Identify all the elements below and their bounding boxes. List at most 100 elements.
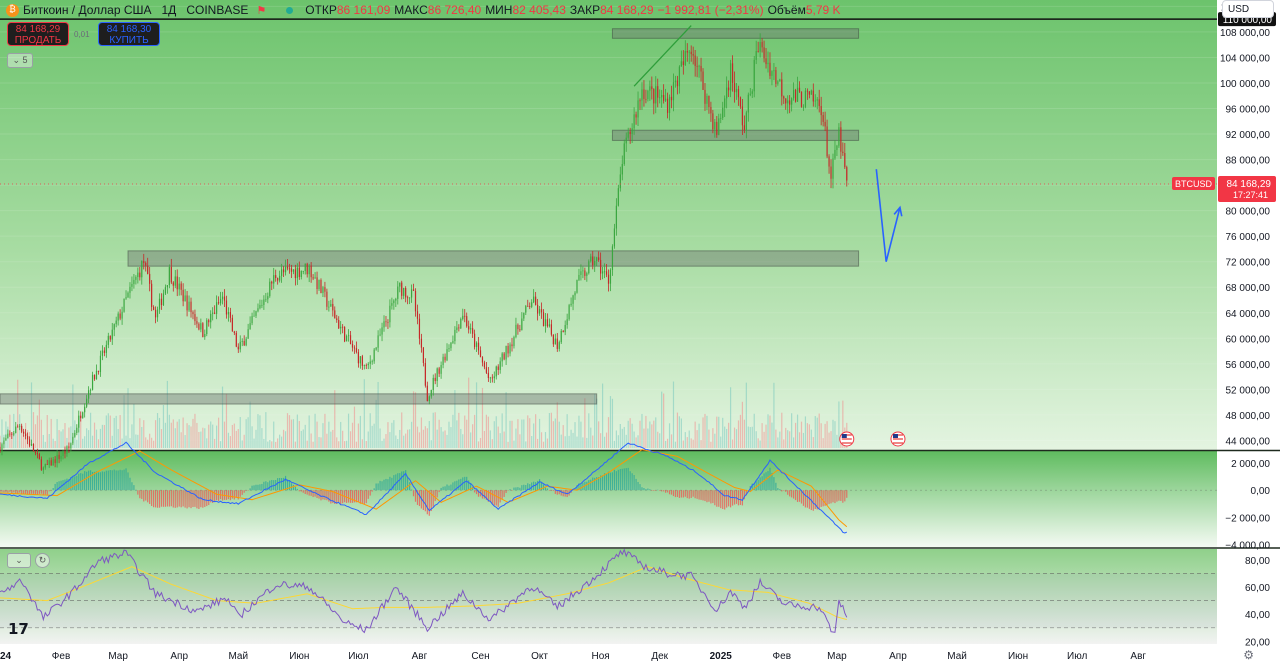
macd-histogram-bar bbox=[531, 482, 533, 491]
time-axis[interactable] bbox=[0, 644, 1280, 664]
volume-bar bbox=[818, 413, 820, 448]
volume-bar bbox=[722, 417, 724, 448]
chevron-down-icon: ⌄ bbox=[12, 55, 20, 65]
candle bbox=[749, 93, 751, 95]
macd-histogram-bar bbox=[290, 483, 293, 491]
volume-bar bbox=[708, 429, 710, 448]
candle bbox=[832, 158, 834, 179]
volume-bar bbox=[442, 431, 444, 448]
macd-histogram-bar bbox=[672, 490, 675, 497]
macd-histogram-bar bbox=[46, 490, 48, 495]
candle bbox=[399, 282, 401, 287]
rsi-pane[interactable] bbox=[0, 549, 1217, 644]
candle bbox=[269, 281, 271, 297]
volume-bar bbox=[755, 431, 757, 448]
price-pane[interactable] bbox=[0, 0, 1217, 450]
tradingview-logo[interactable]: 17 bbox=[8, 620, 29, 638]
volume-bar bbox=[607, 417, 610, 448]
volume-bar bbox=[672, 381, 675, 448]
macd-histogram-bar bbox=[322, 490, 324, 500]
time-tick-label: Июл bbox=[1067, 651, 1087, 662]
volume-bar bbox=[237, 429, 239, 448]
macd-histogram-bar bbox=[787, 490, 789, 495]
settings-gear-icon[interactable]: ⚙ bbox=[1243, 648, 1254, 662]
candle bbox=[208, 320, 210, 323]
candle bbox=[103, 350, 105, 353]
volume-bar bbox=[590, 427, 592, 448]
interval-label[interactable]: 1Д bbox=[161, 3, 177, 17]
macd-histogram-bar bbox=[349, 490, 352, 503]
candle bbox=[493, 376, 495, 379]
rsi-tick-label: 20,00 bbox=[1245, 637, 1270, 648]
candle bbox=[793, 89, 795, 99]
volume-bar bbox=[546, 438, 549, 448]
volume-bar bbox=[34, 424, 37, 448]
macd-histogram-bar bbox=[513, 487, 515, 491]
flag-icon[interactable]: ⚑ bbox=[256, 3, 267, 17]
volume-bar bbox=[410, 421, 413, 448]
flag-canton bbox=[841, 434, 847, 438]
time-tick-label: Фев bbox=[52, 651, 70, 662]
volume-bar bbox=[379, 428, 381, 448]
rsi-tick-label: 60,00 bbox=[1245, 583, 1270, 594]
candle bbox=[840, 127, 842, 152]
volume-bar bbox=[60, 431, 62, 448]
rsi-tick-label: 40,00 bbox=[1245, 610, 1270, 621]
volume-bar bbox=[562, 425, 564, 448]
candle bbox=[694, 55, 696, 66]
volume-bar bbox=[810, 429, 812, 448]
candle bbox=[570, 303, 572, 306]
candle bbox=[761, 42, 763, 48]
candle bbox=[544, 319, 547, 327]
close-label: ЗАКР bbox=[569, 3, 601, 17]
sell-button[interactable]: 84 168,29 ПРОДАТЬ bbox=[7, 22, 69, 46]
price-tick-label: 44 000,00 bbox=[1226, 436, 1271, 447]
volume-bar bbox=[483, 430, 486, 448]
candle bbox=[497, 366, 499, 370]
candle bbox=[844, 153, 846, 168]
volume-bar bbox=[371, 425, 373, 448]
candle bbox=[479, 350, 482, 358]
candle bbox=[637, 100, 639, 118]
macd-histogram-bar bbox=[324, 490, 326, 500]
volume-bar bbox=[281, 436, 283, 448]
candle bbox=[373, 349, 375, 362]
candle bbox=[444, 356, 446, 361]
volume-bar bbox=[154, 420, 157, 448]
candle bbox=[101, 350, 104, 356]
volume-bar bbox=[318, 437, 320, 448]
volume-bar bbox=[245, 419, 247, 448]
macd-histogram-bar bbox=[340, 490, 342, 505]
macd-histogram-bar bbox=[338, 490, 340, 503]
refresh-icon[interactable]: ↻ bbox=[35, 553, 50, 568]
candle bbox=[422, 347, 424, 363]
candle bbox=[318, 280, 320, 289]
indicators-collapse-button[interactable]: ⌄ 5 bbox=[7, 53, 33, 68]
volume-bar bbox=[405, 433, 407, 448]
macd-histogram-bar bbox=[196, 490, 198, 509]
macd-histogram-bar bbox=[48, 490, 50, 492]
candle bbox=[89, 389, 92, 391]
volume-bar bbox=[582, 437, 584, 448]
chevron-down-icon[interactable]: ⌄ bbox=[7, 553, 31, 568]
candle bbox=[188, 301, 190, 311]
volume-bar bbox=[763, 431, 765, 448]
macd-histogram-bar bbox=[101, 471, 104, 491]
candle bbox=[351, 343, 354, 348]
buy-button[interactable]: 84 168,30 КУПИТЬ bbox=[98, 22, 160, 46]
volume-bar bbox=[791, 413, 793, 448]
candle bbox=[95, 370, 98, 380]
candle bbox=[535, 296, 537, 305]
macd-histogram-bar bbox=[726, 490, 728, 508]
symbol-title[interactable]: Биткоин / Доллар США bbox=[23, 3, 152, 17]
volume-bar bbox=[336, 437, 338, 448]
currency-select[interactable]: USD bbox=[1222, 0, 1274, 18]
macd-histogram-bar bbox=[247, 490, 249, 491]
volume-bar bbox=[800, 421, 803, 448]
price-axis[interactable] bbox=[1217, 0, 1280, 644]
volume-bar bbox=[332, 429, 334, 448]
volume-bar bbox=[109, 415, 111, 448]
macd-histogram-bar bbox=[576, 485, 578, 491]
macd-histogram-bar bbox=[525, 485, 527, 491]
